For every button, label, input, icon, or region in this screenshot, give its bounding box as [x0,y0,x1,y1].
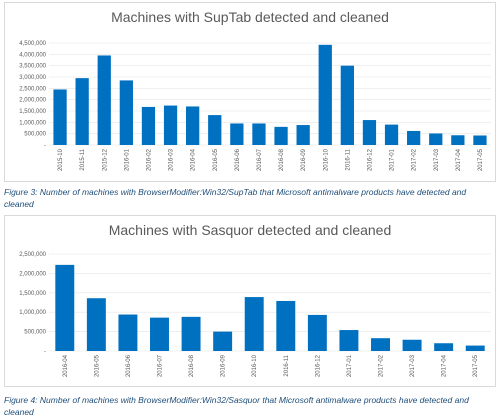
x-tick-label: 2017-04 [442,354,448,377]
x-tick-label: 2016-06 [235,148,241,171]
x-tick-label: 2016-11 [345,148,351,170]
x-tick-label: 2016-04 [63,354,69,377]
bar [186,106,200,145]
x-tick-label: 2016-12 [367,148,373,171]
bar [296,125,310,145]
x-tick-label: 2016-01 [124,148,130,171]
y-tick-label: 4,000,000 [19,52,46,58]
x-tick-label: 2017-05 [478,148,484,171]
bar [407,130,421,145]
bar [150,317,169,351]
bar [163,105,178,145]
x-tick-label: 2016-08 [189,354,195,377]
bar [465,345,485,351]
bar [86,298,106,351]
bar [307,314,327,351]
bar [362,120,377,145]
bar [339,330,359,351]
y-tick-label: 4,500,000 [19,41,46,47]
x-tick-label: 2017-01 [347,354,353,377]
bar [402,339,422,351]
x-tick-label: 2016-10 [252,354,258,377]
bar [97,55,111,145]
x-tick-label: 2017-02 [379,354,385,377]
bar [213,331,233,351]
sasquor-chart-svg: 2,500,000 2,000,000 1,500,000 1,000,000 500,… [19,252,491,377]
bar [384,124,399,145]
x-tick-label: 2017-02 [412,148,418,171]
x-tick-label: 2017-03 [410,354,416,377]
y-tick-label: 2,500,000 [19,252,46,258]
y-tick-label: 3,000,000 [19,75,46,81]
x-tick-label: 2016-07 [158,354,164,377]
y-tick-label: 1,500,000 [19,109,46,115]
bar [75,78,89,145]
x-tick-label: 2016-07 [257,148,263,171]
figure-caption: Figure 4: Number of machines with Browse… [4,395,469,417]
bar [276,300,296,351]
bar [141,106,156,145]
x-tick-label: 2015-12 [102,148,108,171]
y-tick-label: 500,000 [24,330,46,336]
bar [181,316,201,351]
chart-title: Machines with Sasquor detected and clean… [108,222,392,238]
x-tick-label: 2015-11 [80,148,86,170]
bar [429,133,443,145]
sasquor-chart: Machines with Sasquor detected and clean… [4,215,496,387]
y-tick-label: 1,500,000 [19,291,46,297]
y-tick-label: - [44,349,46,355]
bar [208,115,222,145]
y-tick-label: 500,000 [24,132,46,138]
y-tick-label: 2,500,000 [19,86,46,92]
bar [118,314,138,351]
bar [371,338,390,351]
x-tick-label: 2015-10 [58,148,64,171]
x-tick-label: 2016-09 [301,148,307,171]
bar [230,123,244,145]
bar [434,343,454,351]
x-tick-label: 2017-04 [456,148,462,171]
y-tick-label: - [44,143,46,149]
bar [53,89,67,145]
y-tick-label: 3,500,000 [19,64,46,70]
x-tick-label: 2016-05 [213,148,219,171]
y-tick-label: 1,000,000 [19,120,46,126]
chart-title: Machines with SupTab detected and cleane… [111,9,389,25]
x-tick-label: 2016-10 [323,148,329,171]
bar [55,264,75,351]
bar [274,126,288,145]
x-tick-label: 2016-03 [169,148,175,171]
y-tick-label: 1,000,000 [19,310,46,316]
x-tick-label: 2016-06 [126,354,132,377]
y-tick-label: 2,000,000 [19,271,46,277]
x-tick-label: 2017-03 [434,148,440,171]
x-tick-label: 2017-01 [390,148,396,171]
x-tick-label: 2016-04 [191,148,197,171]
y-tick-label: 2,000,000 [19,98,46,104]
bar [451,135,465,145]
bar [340,65,354,145]
bar [318,44,332,145]
bar [473,135,487,145]
x-tick-label: 2016-12 [315,354,321,377]
bar [252,123,266,145]
bar [119,80,133,145]
suptab-chart-svg: 4,500,000 4,000,000 3,500,000 3,000,000 2,50… [19,41,491,171]
figure-caption: Figure 3: Number of machines with Browse… [4,187,467,209]
x-tick-label: 2016-02 [146,148,152,171]
bar [244,297,264,351]
x-tick-label: 2016-11 [284,354,290,376]
x-tick-label: 2017-05 [473,354,479,377]
x-tick-label: 2016-08 [279,148,285,171]
x-tick-label: 2016-05 [94,354,100,377]
suptab-chart: Machines with SupTab detected and cleane… [4,2,496,182]
x-tick-label: 2016-09 [221,354,227,377]
